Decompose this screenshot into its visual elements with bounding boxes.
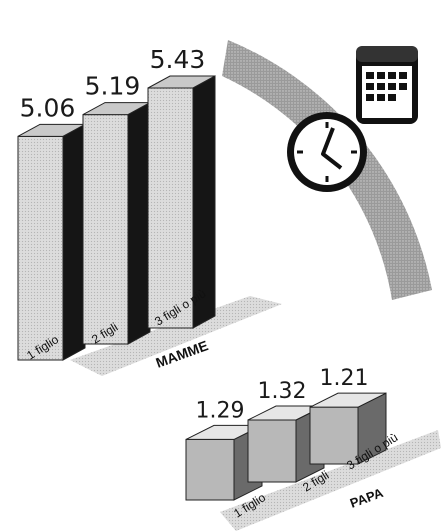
bar-front <box>82 114 129 345</box>
bar-top <box>147 75 216 89</box>
mamme-band <box>70 296 282 376</box>
bar-side <box>127 101 151 345</box>
bar-side <box>62 123 86 361</box>
bar-top <box>309 392 387 408</box>
papa-value-label-3: 1.21 <box>320 366 369 391</box>
mamme-value-label-1: 5.06 <box>20 93 76 122</box>
papa-group-label: PAPA <box>348 485 386 511</box>
papa-value-label-1: 1.29 <box>196 398 245 423</box>
papa-band <box>220 430 441 531</box>
mamme-bar-3 <box>147 75 216 329</box>
mamme-value-label-3: 5.43 <box>150 45 206 74</box>
bar-front <box>147 87 194 329</box>
bar-front <box>185 438 235 501</box>
mamme-value-label-2: 5.19 <box>85 72 141 101</box>
clock-icon <box>287 112 367 192</box>
papa-bar-3 <box>309 392 387 465</box>
decorative-arc <box>222 40 432 300</box>
calendar-icon <box>356 46 418 124</box>
papa-value-label-2: 1.32 <box>258 379 307 404</box>
mamme-bar-1 <box>17 123 86 361</box>
bar-front <box>247 419 297 483</box>
mamme-bar-2 <box>82 101 151 345</box>
bar-front <box>17 135 64 361</box>
